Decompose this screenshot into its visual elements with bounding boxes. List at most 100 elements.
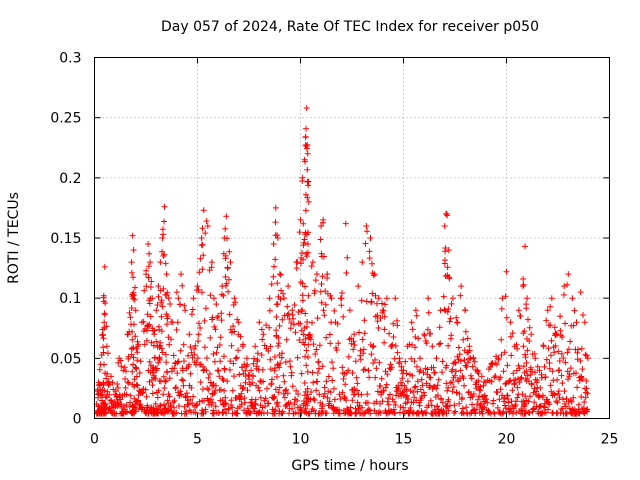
data-point: [181, 358, 187, 365]
data-point: [203, 367, 210, 374]
data-point: [266, 324, 273, 331]
data-point: [130, 344, 137, 351]
data-point: [581, 399, 588, 406]
data-point: [578, 393, 585, 400]
data-point: [507, 333, 514, 340]
data-point: [296, 337, 303, 343]
x-tick-label: 5: [193, 432, 202, 448]
data-point: [360, 350, 367, 357]
data-point: [463, 364, 470, 370]
data-point: [444, 308, 451, 315]
data-point: [199, 266, 206, 273]
data-point: [369, 260, 375, 267]
data-point: [257, 394, 264, 401]
data-point: [377, 410, 384, 416]
data-point: [100, 344, 107, 351]
data-point: [432, 409, 439, 416]
data-point: [462, 328, 469, 335]
data-point: [377, 400, 383, 407]
data-point: [322, 301, 329, 308]
data-point: [569, 295, 576, 302]
data-point: [305, 178, 312, 185]
data-point: [308, 389, 315, 395]
data-point: [280, 290, 287, 297]
data-point: [151, 327, 158, 334]
data-point: [268, 380, 275, 387]
data-point: [226, 311, 233, 318]
data-point: [366, 248, 373, 255]
data-point: [567, 338, 574, 345]
data-point: [527, 393, 533, 400]
data-point: [173, 289, 180, 296]
data-point: [243, 355, 250, 362]
data-point: [304, 194, 311, 201]
data-point: [545, 345, 552, 352]
data-point: [414, 363, 420, 370]
data-point: [242, 367, 249, 374]
data-point: [294, 354, 301, 361]
data-point: [271, 393, 278, 400]
data-point: [461, 382, 468, 389]
data-point: [414, 388, 421, 395]
data-point: [339, 364, 346, 371]
data-point: [147, 259, 154, 266]
data-point: [147, 313, 154, 320]
data-point: [342, 220, 349, 227]
data-point: [516, 379, 523, 386]
data-points: [93, 105, 591, 417]
data-point: [304, 391, 311, 398]
data-point: [286, 358, 293, 365]
data-point: [394, 322, 401, 329]
data-point: [133, 373, 140, 380]
data-point: [398, 367, 405, 374]
data-point: [260, 331, 267, 338]
data-point: [149, 382, 156, 389]
data-point: [542, 374, 549, 380]
data-point: [218, 310, 225, 317]
data-point: [343, 270, 350, 276]
data-point: [323, 378, 330, 385]
data-point: [320, 307, 327, 314]
data-point: [303, 253, 310, 260]
data-point: [417, 355, 423, 362]
data-point: [560, 355, 567, 361]
data-point: [583, 378, 590, 384]
data-point: [296, 229, 303, 236]
data-point: [215, 367, 222, 374]
data-point: [193, 359, 200, 366]
data-point: [178, 391, 185, 398]
data-point: [199, 225, 206, 232]
data-point: [384, 295, 390, 302]
data-point: [370, 360, 377, 366]
data-point: [502, 293, 509, 300]
data-point: [205, 374, 212, 381]
data-point: [290, 315, 297, 322]
data-point: [457, 358, 464, 364]
data-point: [129, 328, 135, 335]
data-point: [364, 228, 370, 235]
data-point: [413, 312, 420, 319]
data-point: [409, 372, 416, 379]
data-point: [222, 225, 229, 232]
data-point: [305, 341, 312, 348]
data-point: [297, 216, 304, 223]
data-point: [540, 392, 546, 399]
data-point: [314, 315, 321, 322]
data-point: [464, 335, 471, 342]
data-point: [100, 380, 107, 387]
data-point: [549, 368, 556, 375]
data-point: [103, 375, 110, 382]
data-point: [144, 311, 151, 318]
data-point: [244, 361, 251, 368]
data-point: [436, 341, 443, 348]
data-point: [438, 395, 445, 402]
data-point: [174, 319, 181, 326]
data-point: [275, 403, 282, 410]
data-point: [414, 378, 421, 385]
data-point: [205, 386, 212, 393]
data-point: [129, 368, 136, 375]
data-point: [503, 314, 510, 321]
data-point: [284, 390, 291, 397]
data-point: [158, 313, 165, 320]
data-point: [390, 406, 397, 413]
